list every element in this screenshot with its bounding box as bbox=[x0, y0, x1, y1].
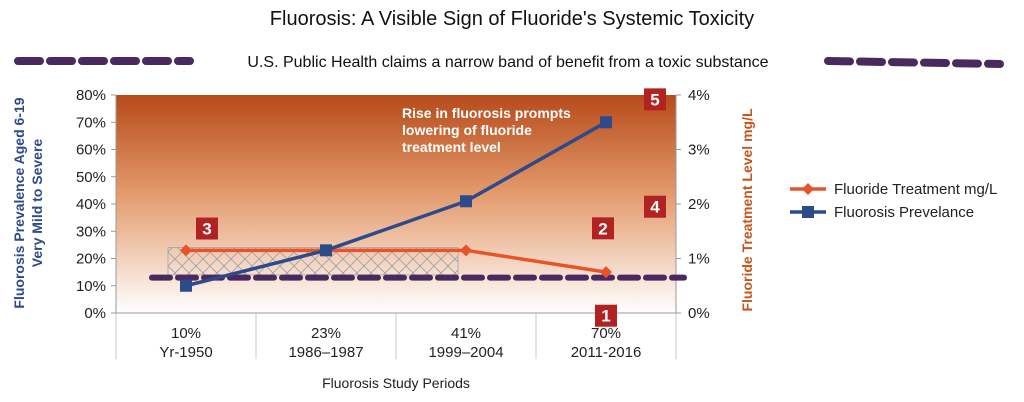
number-marker-box bbox=[196, 217, 218, 240]
y-left-tick-label: 70% bbox=[76, 114, 106, 131]
y-left-tick-label: 20% bbox=[76, 251, 106, 268]
x-tick-label-period: 1986–1987 bbox=[288, 344, 363, 361]
series-line-1 bbox=[185, 120, 607, 288]
y-right-tick-label: 1% bbox=[688, 251, 710, 268]
y-right-tick-label: 4% bbox=[688, 87, 710, 104]
series-point-square bbox=[180, 279, 192, 292]
annotation: Rise in fluorosis prompts lowering of fl… bbox=[402, 105, 571, 155]
y-left-tick-label: 50% bbox=[76, 169, 106, 186]
legend-swatch-diamond bbox=[802, 183, 814, 195]
x-tick-label-period: 2011-2016 bbox=[571, 344, 642, 361]
series-point-diamond bbox=[600, 266, 612, 279]
y-left-label: Fluorosis Prevalence Aged 6-19 Very Mild… bbox=[11, 97, 45, 308]
subtitle-dash-right bbox=[824, 57, 1004, 68]
y-left-label-line-1: Fluorosis Prevalence Aged 6-19 bbox=[11, 97, 27, 308]
y-left-tick-label: 0% bbox=[84, 305, 106, 322]
x-tick-label-value: 10% bbox=[171, 325, 201, 342]
y-left-tick-label: 10% bbox=[76, 278, 106, 295]
series-point-square bbox=[320, 244, 332, 257]
annotation-line-1: Rise in fluorosis prompts bbox=[402, 105, 571, 121]
number-marker-label: 5 bbox=[650, 90, 659, 109]
series-line-0 bbox=[186, 248, 607, 274]
number-marker-box bbox=[592, 217, 614, 240]
number-marker-label: 3 bbox=[202, 220, 211, 239]
y-right-label: Fluoride Treatment Level mg/L bbox=[739, 108, 755, 311]
series-point-square bbox=[460, 195, 472, 208]
y-right-tick-label: 2% bbox=[688, 196, 710, 213]
x-tick-label-value: 70% bbox=[591, 325, 621, 342]
series-point-diamond bbox=[180, 244, 192, 257]
y-left-tick-label: 80% bbox=[76, 87, 106, 104]
number-marker-box bbox=[644, 88, 666, 111]
legend: Fluoride Treatment mg/L Fluorosis Prevela… bbox=[790, 181, 997, 221]
axes: 0% 10% 20% 30% 40% 50% 60% 70% 80% 0% 1% 2% 3% 4% 10% Y… bbox=[76, 87, 710, 361]
number-markers: 1 2 3 4 5 bbox=[196, 88, 666, 327]
x-tick-label-period: Yr-1950 bbox=[159, 344, 212, 361]
legend-entry-label: Fluoride Treatment mg/L bbox=[834, 181, 997, 198]
y-right-tick-label: 0% bbox=[688, 305, 710, 322]
chart-subtitle: U.S. Public Health claims a narrow band … bbox=[247, 54, 768, 71]
y-left-tick-label: 30% bbox=[76, 223, 106, 240]
x-tick-label-period: 1999–2004 bbox=[428, 344, 503, 361]
legend-swatch-square bbox=[802, 206, 814, 218]
annotation-line-3: treatment level bbox=[402, 139, 501, 155]
legend-entry-label: Fluorosis Prevelance bbox=[834, 204, 974, 221]
y-left-tick-label: 60% bbox=[76, 142, 106, 159]
number-marker-box bbox=[595, 304, 617, 327]
subtitle-row: U.S. Public Health claims a narrow band … bbox=[14, 54, 1004, 71]
x-axis-label: Fluorosis Study Periods bbox=[322, 375, 470, 391]
series-point-square bbox=[600, 116, 612, 129]
number-marker-box bbox=[644, 195, 666, 218]
series-point-diamond bbox=[460, 244, 472, 257]
chart-title: Fluorosis: A Visible Sign of Fluoride's … bbox=[270, 8, 754, 30]
number-marker-label: 1 bbox=[601, 307, 610, 326]
x-tick-label-value: 23% bbox=[311, 325, 341, 342]
series-layer bbox=[180, 116, 612, 292]
x-tick-label-value: 41% bbox=[451, 325, 481, 342]
number-marker-label: 2 bbox=[598, 219, 607, 238]
y-left-tick-label: 40% bbox=[76, 196, 106, 213]
y-right-tick-label: 3% bbox=[688, 142, 710, 159]
number-marker-label: 4 bbox=[650, 198, 660, 217]
annotation-line-2: lowering of fluoride bbox=[402, 122, 532, 138]
y-left-label-line-2: Very Mild to Severe bbox=[29, 139, 45, 268]
